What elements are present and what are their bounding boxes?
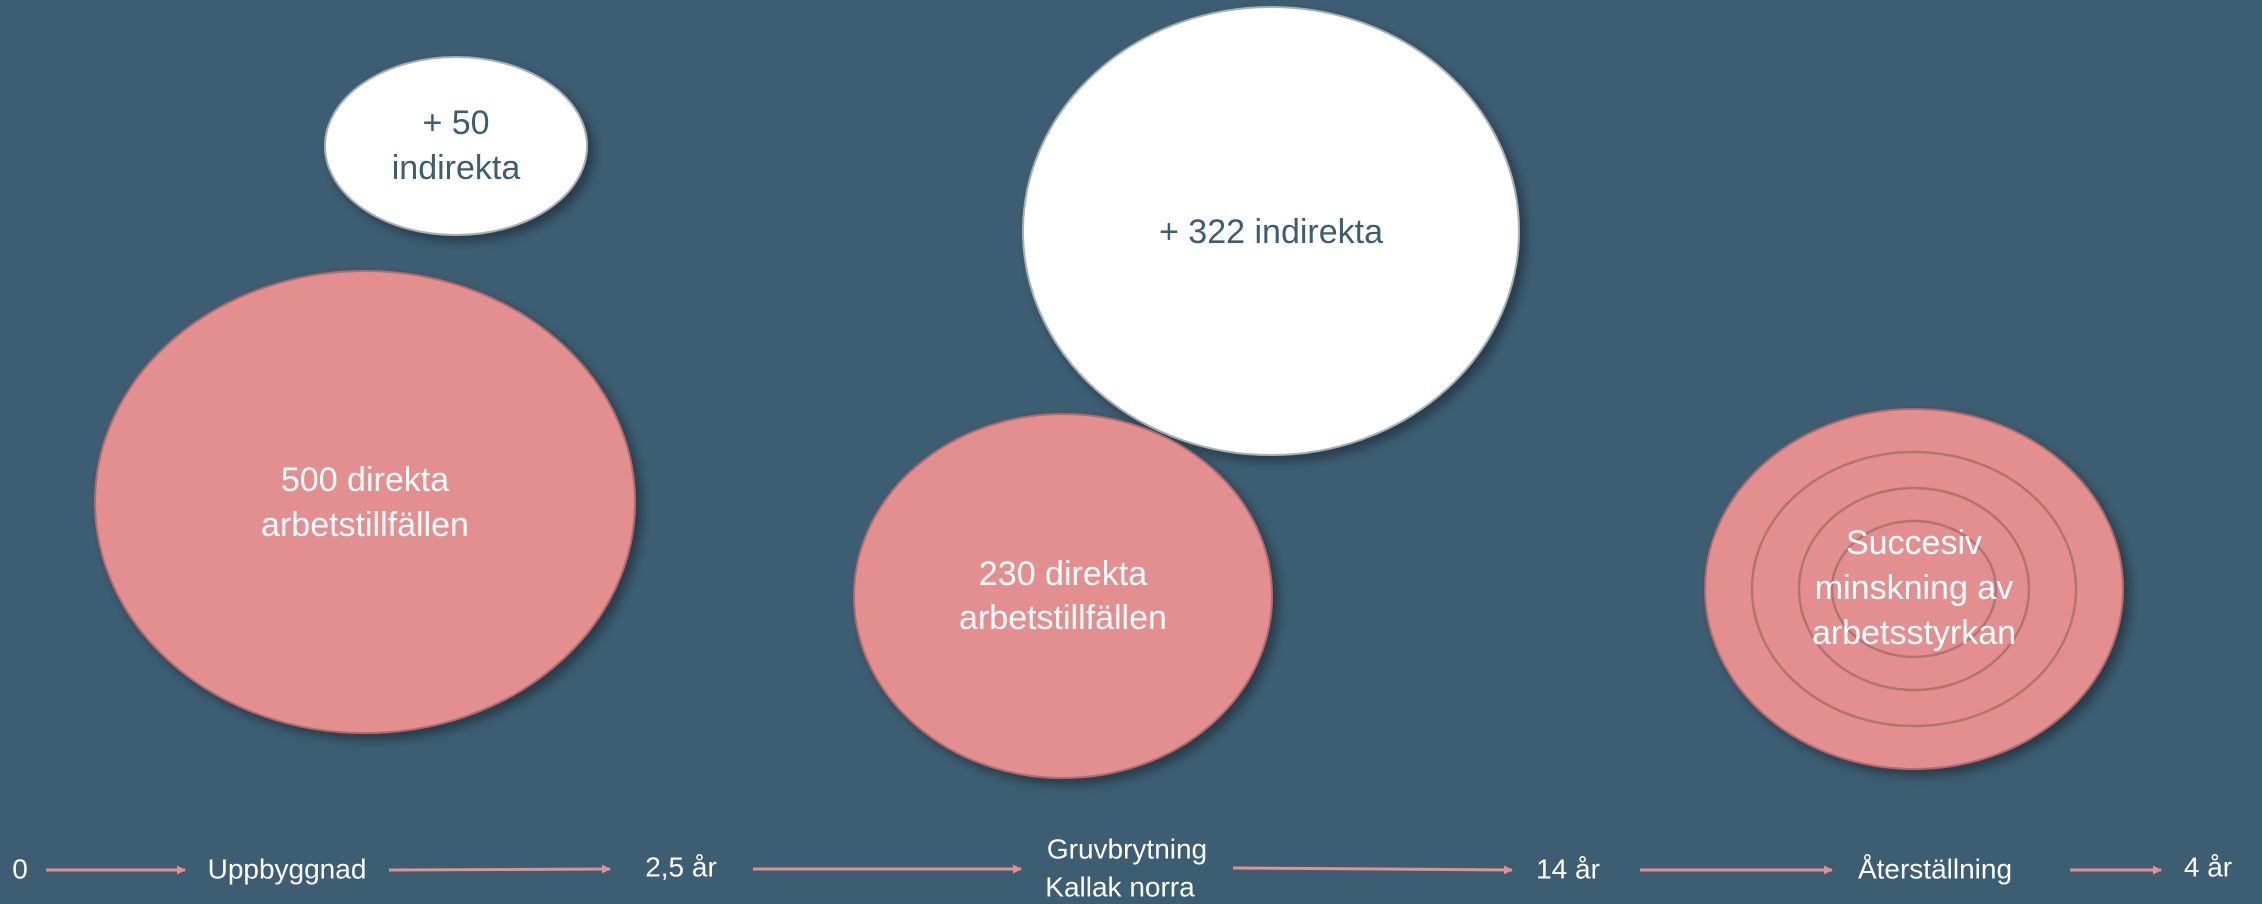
ring xyxy=(1830,519,1998,659)
bubble-text: arbetstillfällen xyxy=(959,599,1167,637)
bubble-text: minskning av xyxy=(1815,569,2013,607)
bubble-text: + 50 xyxy=(422,104,489,142)
bubble-text: 500 direkta xyxy=(281,461,449,499)
bubble-text: + 322 indirekta xyxy=(1159,213,1383,251)
bubble-text: 230 direkta xyxy=(979,555,1147,593)
bubble-text: arbetsstyrkan xyxy=(1812,614,2016,652)
timeline-label: 14 år xyxy=(1536,853,1600,884)
timeline-label: 2,5 år xyxy=(645,851,717,882)
timeline-label: Uppbyggnad xyxy=(208,853,367,884)
ring xyxy=(1750,450,2078,728)
timeline-label: 0 xyxy=(12,853,28,884)
timeline-label: Kallak norra xyxy=(1045,871,1195,902)
bubble-text: arbetstillfällen xyxy=(261,506,469,544)
timeline-label: Återställning xyxy=(1858,853,2012,884)
timeline-label: Gruvbrytning xyxy=(1047,833,1207,864)
arrow xyxy=(388,864,611,874)
bubble-text: Succesiv xyxy=(1846,524,1982,562)
bubble-text: indirekta xyxy=(392,149,521,187)
direct-bubble xyxy=(853,413,1273,779)
arrow xyxy=(1232,865,1513,875)
indirect-bubble xyxy=(324,56,588,236)
ring xyxy=(1797,486,2031,692)
indirect-bubble xyxy=(1022,6,1520,456)
direct-bubble xyxy=(94,270,636,734)
reduction-bubble xyxy=(1704,408,2124,770)
timeline-label: 4 år xyxy=(2184,851,2232,882)
